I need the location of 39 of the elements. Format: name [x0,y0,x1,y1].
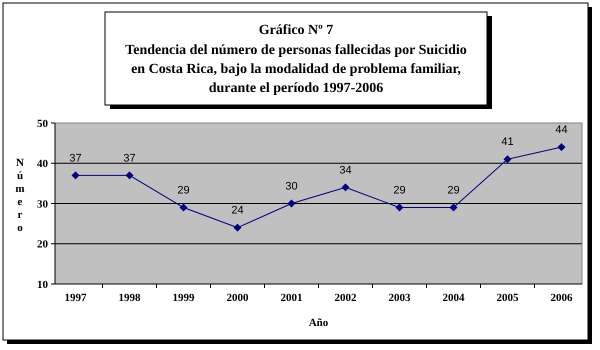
x-tick-label: 2000 [226,292,250,304]
y-tick-label: 20 [37,238,48,251]
point [126,171,134,180]
data-label: 24 [231,204,244,217]
x-tick-label: 2005 [496,292,519,304]
x-tick-label: 2002 [334,292,357,304]
data-label: 29 [393,184,406,197]
point [449,204,458,212]
point [557,143,566,152]
point [288,200,296,208]
y-tick-label: 40 [37,158,48,170]
data-label: 29 [447,184,460,197]
chart-title: Gráfico Nº 7 [258,23,334,38]
x-tick-label: 2004 [442,292,465,304]
x-tick-label: 2006 [550,292,573,304]
y-axis-title: Número [15,157,25,234]
point [180,204,188,212]
data-label: 34 [339,164,352,176]
point [503,155,512,164]
x-axis-title: Año [308,317,329,329]
x-tick-label: 1999 [172,292,196,304]
data-label: 29 [177,184,190,197]
x-tick-label: 2003 [388,292,411,304]
y-tick-label: 10 [37,278,48,291]
chart-subtitle: Tendencia del número de personas fallecidas por Suicidio en Costa Rica, bajo la modalidad de problema familiar, durante el período 1997-2006 [125,43,467,96]
x-tick-label: 1998 [118,292,142,304]
point [234,224,242,232]
point [395,204,404,212]
data-label: 41 [501,136,514,148]
y-tick-label: 30 [37,198,48,210]
x-tick-label: 2001 [280,292,302,304]
data-label: 30 [285,180,298,192]
data-label: 44 [555,124,568,136]
data-label: 37 [69,152,82,164]
data-label: 37 [123,152,136,164]
y-tick-label: 50 [37,118,48,130]
x-tick-label: 1997 [64,292,88,304]
point [342,183,350,192]
point [72,171,80,180]
